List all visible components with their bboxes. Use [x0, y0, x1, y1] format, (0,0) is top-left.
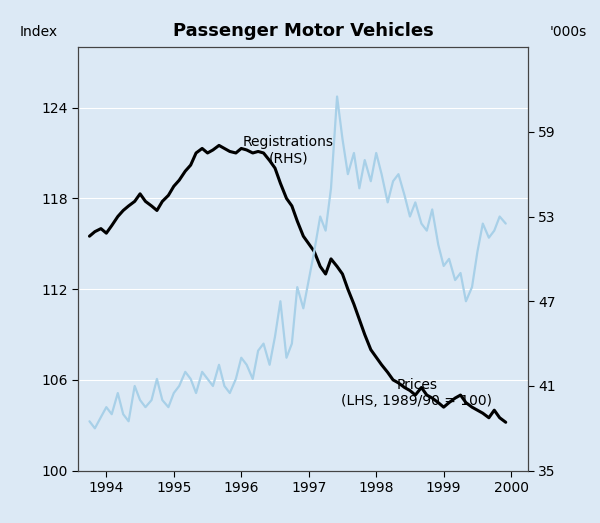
Text: Index: Index — [19, 25, 58, 39]
Title: Passenger Motor Vehicles: Passenger Motor Vehicles — [173, 22, 433, 40]
Text: Registrations
(RHS): Registrations (RHS) — [243, 135, 334, 166]
Text: Prices
(LHS, 1989/90 = 100): Prices (LHS, 1989/90 = 100) — [341, 378, 492, 408]
Text: '000s: '000s — [549, 25, 587, 39]
